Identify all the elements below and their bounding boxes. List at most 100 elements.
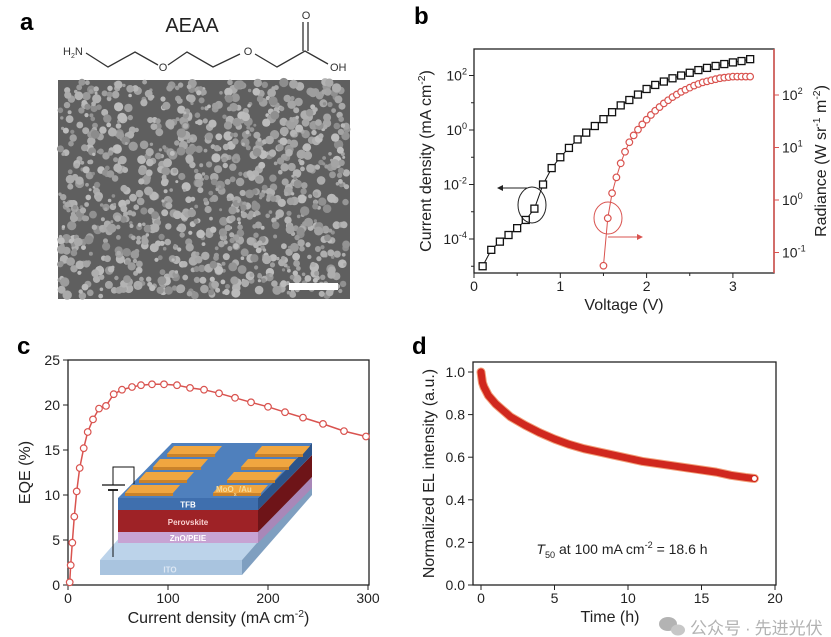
sem-grain (101, 109, 109, 116)
sem-grain (156, 286, 164, 294)
x-tick-label: 15 (694, 590, 710, 606)
perovskite-layer (118, 510, 258, 532)
sem-grain (198, 86, 203, 91)
sem-grain (322, 124, 328, 130)
sem-grain (62, 290, 72, 300)
sem-grain (255, 247, 262, 254)
sem-grain (57, 285, 66, 294)
sem-grain (136, 268, 142, 273)
sem-grain (281, 178, 289, 186)
sem-grain (297, 194, 307, 204)
sem-grain (108, 127, 117, 137)
sem-grain (106, 91, 113, 98)
sem-grain (285, 248, 293, 256)
plot-frame (473, 48, 775, 274)
sem-grain (181, 261, 188, 268)
sem-grain (236, 217, 241, 222)
sem-grain (90, 104, 98, 113)
sem-grain (331, 133, 340, 142)
sem-grain (313, 219, 317, 223)
sem-grain (231, 288, 241, 298)
current-density-point (556, 153, 565, 162)
electrode-strip-edge (153, 467, 201, 470)
sem-grain (136, 197, 145, 206)
x-axis-label: Current density (mA cm-2) (128, 609, 310, 627)
sem-grain (122, 248, 131, 257)
sem-grain (277, 198, 286, 207)
sem-grain (262, 118, 271, 127)
sem-grain (252, 224, 257, 229)
sem-grain (286, 210, 292, 216)
sem-grain (84, 202, 89, 207)
sem-grain (114, 275, 119, 281)
sem-grain (106, 170, 115, 178)
sem-grain (69, 213, 79, 223)
annotation-ellipse-left (517, 186, 547, 224)
sem-grain (80, 160, 85, 165)
sem-grain (230, 132, 235, 137)
sem-grain (61, 152, 65, 156)
sem-grain (103, 238, 108, 244)
sem-grain (225, 284, 230, 289)
sem-grain (164, 286, 173, 295)
sem-grain (260, 225, 265, 230)
sem-grain (281, 255, 286, 261)
sem-grain (287, 268, 291, 273)
sem-image (56, 77, 351, 300)
sem-grain (219, 208, 223, 212)
current-density-point (659, 77, 669, 86)
sem-grain (340, 221, 348, 229)
sem-grain (178, 172, 186, 181)
sem-grain (92, 94, 102, 104)
sem-grain (339, 261, 344, 266)
sem-grain (265, 152, 269, 156)
sem-grain (68, 140, 74, 147)
sem-grain (287, 100, 297, 109)
sem-grain (240, 256, 245, 261)
el-decay-point (478, 369, 484, 375)
sem-grain (161, 209, 169, 217)
sem-grain (219, 91, 223, 95)
zno-layer (118, 532, 258, 543)
sem-grain (332, 221, 341, 230)
radiance-point (612, 173, 621, 182)
sem-grain (294, 234, 300, 241)
sem-grain (312, 277, 318, 283)
sem-grain (124, 142, 128, 145)
sem-grain (117, 112, 127, 123)
eqe-point (299, 413, 307, 422)
sem-grain (194, 255, 203, 264)
sem-grain (324, 164, 329, 169)
x-tick-label: 1 (556, 278, 564, 294)
sem-grain (103, 114, 112, 123)
x-tick-label: 0 (470, 278, 478, 294)
eqe-point (137, 381, 145, 390)
sem-grain (306, 164, 315, 173)
radiance-point (638, 120, 647, 129)
circuit-wire-top (112, 466, 135, 485)
sem-grain (88, 188, 92, 192)
sem-grain (111, 90, 120, 99)
sem-grain (194, 112, 201, 118)
current-density-point (702, 63, 712, 73)
sem-grain (342, 198, 349, 206)
sem-grain (284, 216, 292, 224)
sem-grain (308, 88, 318, 98)
sem-grain (65, 174, 75, 184)
sem-grain (116, 250, 121, 256)
sem-grain (211, 102, 219, 110)
zno-side-face (258, 477, 312, 543)
sem-grain (116, 235, 121, 240)
sem-grain (342, 169, 350, 177)
el-decay-line (477, 368, 758, 482)
sem-grain (82, 92, 91, 101)
sem-grain (155, 118, 161, 124)
sem-grain (339, 280, 347, 288)
eqe-point (319, 420, 327, 428)
current-density-point (487, 245, 496, 254)
sem-grain (107, 223, 117, 233)
sem-grain (292, 169, 302, 178)
eqe-point (68, 538, 77, 547)
sem-grain (96, 150, 101, 154)
sem-grain (90, 116, 96, 122)
